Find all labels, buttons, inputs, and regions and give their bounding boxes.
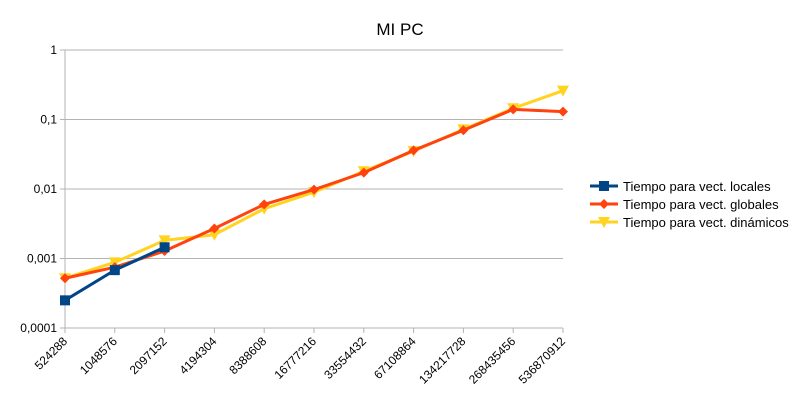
data-point — [208, 229, 221, 241]
data-point — [60, 295, 70, 306]
legend-item: Tiempo para vect. locales — [590, 179, 771, 194]
y-axis-ticks: 1 0,1 0,01 0,001 0,0001 — [20, 43, 57, 335]
y-tick-label: 0,001 — [27, 252, 57, 266]
x-axis-ticks: 524288 1048576 2097152 4194304 8388608 167772… — [32, 334, 568, 387]
x-tick-label: 268435456 — [466, 334, 519, 387]
x-tick-label: 536870912 — [516, 334, 569, 387]
data-point — [408, 145, 419, 156]
x-tick-label: 524288 — [32, 334, 70, 372]
x-tick-label: 8388608 — [226, 334, 269, 377]
data-point — [558, 106, 568, 117]
y-tick-label: 1 — [50, 43, 57, 57]
data-point — [209, 223, 220, 234]
data-point — [358, 167, 369, 178]
x-tick-label: 134217728 — [416, 334, 469, 387]
legend-label: Tiempo para vect. locales — [623, 179, 771, 194]
x-tick-label: 67108864 — [371, 334, 419, 382]
series-1 — [60, 104, 568, 284]
data-point — [599, 181, 609, 191]
data-point — [458, 125, 469, 136]
series-layer — [59, 85, 569, 306]
legend: Tiempo para vect. locales Tiempo para vec… — [590, 179, 789, 230]
x-tick-label: 33554432 — [321, 334, 369, 382]
data-point — [557, 85, 569, 97]
x-tick-label: 2097152 — [127, 334, 170, 377]
data-point — [158, 235, 171, 247]
data-point — [599, 199, 609, 209]
legend-label: Tiempo para vect. dinámicos — [623, 215, 789, 230]
legend-item: Tiempo para vect. globales — [590, 197, 779, 212]
data-point — [598, 217, 610, 228]
data-point — [259, 199, 270, 210]
data-point — [508, 104, 519, 115]
data-point — [159, 242, 170, 253]
chart-title: MI PC — [376, 20, 423, 39]
data-point — [109, 265, 120, 276]
x-tick-label: 16777216 — [271, 334, 319, 382]
x-tick-label: 1048576 — [77, 334, 120, 377]
data-point — [60, 273, 70, 284]
x-tick-label: 4194304 — [177, 334, 220, 377]
y-tick-label: 0,01 — [34, 182, 58, 196]
y-tick-label: 0,0001 — [20, 321, 57, 335]
series-0 — [60, 242, 170, 306]
legend-label: Tiempo para vect. globales — [623, 197, 779, 212]
y-tick-label: 0,1 — [40, 113, 57, 127]
legend-item: Tiempo para vect. dinámicos — [590, 215, 789, 230]
data-point — [309, 184, 319, 195]
